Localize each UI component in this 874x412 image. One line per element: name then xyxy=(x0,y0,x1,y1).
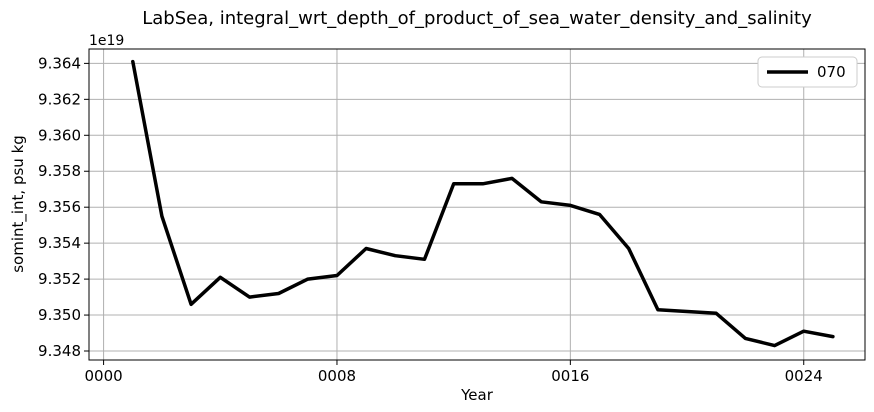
y-tick-label: 9.352 xyxy=(38,270,81,288)
y-tick-label: 9.356 xyxy=(38,198,81,216)
plot-frame xyxy=(88,48,866,361)
y-tick-label: 9.348 xyxy=(38,342,81,360)
y-offset-label: 1e19 xyxy=(89,33,124,49)
series-lines xyxy=(131,59,835,348)
y-tick-label: 9.358 xyxy=(38,162,81,180)
y-tick-label: 9.350 xyxy=(38,306,81,324)
y-tick-label: 9.360 xyxy=(38,126,81,144)
grid-lines xyxy=(89,49,865,360)
chart-title: LabSea, integral_wrt_depth_of_product_of… xyxy=(142,8,812,29)
x-tick-label: 0024 xyxy=(785,367,823,385)
x-axis-ticks: 0000 0008 0016 0024 xyxy=(84,360,823,385)
y-axis-label: somint_int, psu kg xyxy=(9,135,28,273)
series-line-070 xyxy=(131,59,835,348)
x-tick-label: 0016 xyxy=(551,367,589,385)
y-axis-ticks: 9.348 9.350 9.352 9.354 9.356 9.358 9.360 9.362… xyxy=(38,54,89,360)
y-tick-label: 9.362 xyxy=(38,90,81,108)
y-tick-label: 9.354 xyxy=(38,234,81,252)
legend-label: 070 xyxy=(817,63,846,81)
legend: 070 xyxy=(757,56,858,88)
y-tick-label: 9.364 xyxy=(38,54,81,72)
x-tick-label: 0008 xyxy=(318,367,356,385)
x-tick-label: 0000 xyxy=(84,367,122,385)
x-axis-label: Year xyxy=(460,386,494,404)
